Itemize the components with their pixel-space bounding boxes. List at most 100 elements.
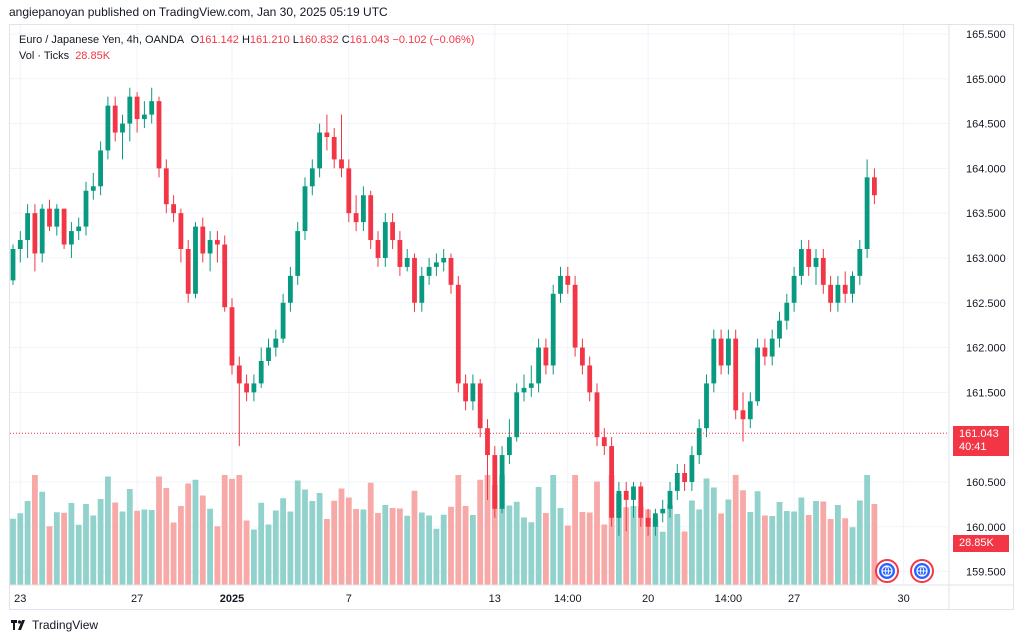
volume-bar <box>331 500 338 585</box>
volume-bar <box>192 479 199 585</box>
chart-panel[interactable]: 165.500 165.000 164.500 164.000 163.500 163.0… <box>9 24 1014 610</box>
volume-bar <box>404 515 411 585</box>
bar-countdown: 40:41 <box>959 441 987 454</box>
candle-body <box>784 302 790 321</box>
candle-body <box>185 249 191 294</box>
candle-body <box>740 410 746 420</box>
candlestick-chart[interactable]: 165.500 165.000 164.500 164.000 163.500 163.0… <box>10 25 1014 610</box>
volume-bar <box>696 509 703 585</box>
volume-bar <box>214 526 221 585</box>
candle-body <box>477 383 483 429</box>
candle-body <box>280 302 286 339</box>
volume-bar <box>601 524 608 585</box>
volume-bar <box>199 495 206 585</box>
candle-body <box>667 490 673 509</box>
globe-icon[interactable] <box>912 561 933 581</box>
time-tick-label: 23 <box>14 593 26 605</box>
open-value: 161.142 <box>199 34 239 46</box>
candle-body <box>236 365 242 384</box>
symbol-label[interactable]: Euro / Japanese Yen, 4h, OANDA <box>19 34 184 46</box>
volume-bar <box>732 475 739 585</box>
volume-bar <box>667 505 673 585</box>
candle-body <box>339 159 344 169</box>
volume-bar <box>258 502 265 585</box>
volume-bar <box>521 517 527 585</box>
volume-bar <box>718 513 724 585</box>
volume-bar <box>75 524 82 585</box>
candle-body <box>54 208 60 227</box>
volume-bar <box>470 515 476 585</box>
candle-body <box>689 455 695 482</box>
footer-brand[interactable]: TradingView <box>11 618 98 632</box>
volume-bar <box>849 527 856 585</box>
volume-bar <box>754 491 761 585</box>
volume-bar <box>637 506 644 585</box>
volume-bar <box>455 475 462 585</box>
volume-bar <box>302 489 308 585</box>
globe-icon[interactable] <box>877 561 898 581</box>
volume-bar <box>433 528 440 585</box>
candle-body <box>258 361 264 384</box>
candle-body <box>207 240 213 254</box>
candle-body <box>842 284 848 294</box>
candle-body <box>507 437 512 456</box>
candle-body <box>623 490 629 500</box>
candle-body <box>419 275 425 303</box>
candle-body <box>302 186 308 232</box>
publish-caption: angiepanoyan published on TradingView.co… <box>9 5 388 19</box>
candle-body <box>193 226 198 294</box>
candle-body <box>791 275 797 303</box>
volume-bar <box>769 516 776 585</box>
volume-bar <box>221 475 228 585</box>
volume-bar <box>251 529 257 585</box>
volume-bar <box>798 497 805 585</box>
candle-body <box>32 213 38 254</box>
candle-body <box>660 508 666 514</box>
candle-layer <box>10 87 877 536</box>
candle-body <box>353 213 359 223</box>
volume-bar <box>163 488 170 585</box>
volume-bar <box>594 481 600 585</box>
candle-body <box>448 257 454 285</box>
volume-bar <box>141 509 148 585</box>
volume-bar <box>367 482 374 585</box>
volume-bar <box>506 505 513 585</box>
candle-body <box>762 347 768 357</box>
brand-name: TradingView <box>32 618 99 632</box>
candle-body <box>864 177 870 249</box>
candle-body <box>404 257 410 267</box>
volume-bar <box>820 501 827 585</box>
volume-bar <box>382 505 389 585</box>
candle-body <box>631 486 636 500</box>
candle-body <box>222 244 228 308</box>
candle-body <box>645 517 651 527</box>
price-tick-label: 165.500 <box>966 29 1006 41</box>
volume-bar <box>324 519 330 585</box>
candle-body <box>69 231 74 245</box>
volume-bar <box>586 512 593 585</box>
volume-bar <box>17 513 24 585</box>
volume-bar <box>243 520 250 585</box>
volume-bar <box>426 515 432 585</box>
candle-body <box>142 114 147 120</box>
volume-bar <box>535 487 542 585</box>
volume-bar <box>791 511 797 585</box>
price-tick-label: 160.000 <box>966 522 1006 534</box>
candle-body <box>39 208 45 254</box>
candle-body <box>799 249 804 276</box>
volume-bar <box>126 489 133 585</box>
candle-body <box>857 249 863 276</box>
volume-bar <box>616 494 622 585</box>
volume-bar <box>119 511 126 585</box>
candle-body <box>127 96 133 124</box>
volume-label[interactable]: Vol · Ticks <box>19 50 70 62</box>
candle-body <box>543 347 549 366</box>
volume-bar <box>97 499 104 585</box>
candle-body <box>492 455 498 509</box>
candle-body <box>163 168 169 205</box>
price-tick-label: 165.000 <box>966 74 1006 86</box>
low-key: L <box>292 34 299 46</box>
candle-body <box>120 123 125 133</box>
volume-bar <box>185 483 192 585</box>
price-tick-label: 163.500 <box>966 208 1006 220</box>
